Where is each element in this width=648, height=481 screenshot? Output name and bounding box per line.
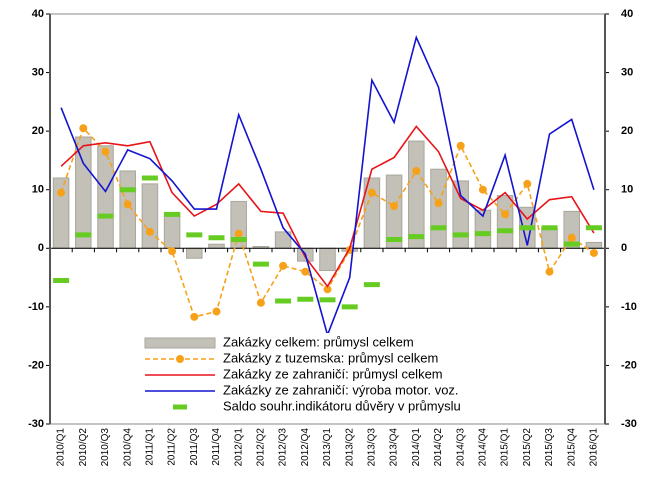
point [434,199,443,208]
point [523,179,532,188]
y-tick-label: -30 [28,418,44,430]
y-tick-label: 0 [38,242,44,254]
y-tick-label: -10 [28,301,44,313]
x-tick-label: 2014/Q3 [455,428,466,467]
point [501,210,510,219]
y2-tick-label: 20 [621,125,633,137]
x-tick-label: 2012/Q2 [256,428,267,467]
bar [319,247,336,272]
x-tick-label: 2013/Q2 [344,428,355,467]
x-tick-label: 2010/Q3 [100,428,111,467]
legend-label: Zakázky celkem: průmysl celkem [223,334,414,349]
x-tick-label: 2013/Q4 [389,428,400,467]
bar [430,168,447,249]
legend-label: Zakázky ze zahraničí: průmysl celkem [223,366,443,381]
bar [52,177,70,249]
y2-tick-label: -10 [621,301,637,313]
bar [186,247,203,259]
point [168,247,177,256]
point [212,307,221,316]
point [589,248,598,257]
legend-label: Zakázky ze zahraničí: výroba motor. voz. [223,382,459,397]
bar [163,212,181,249]
x-tick-label: 2015/Q2 [522,428,533,467]
y2-tick-label: 10 [621,184,633,196]
x-tick-label: 2014/Q1 [411,428,422,467]
point [101,147,110,156]
y2-tick-label: -20 [621,359,637,371]
bar [585,241,603,249]
y-tick-label: -20 [28,359,44,371]
point [123,200,132,209]
bar [541,227,558,249]
legend-marker [176,355,184,363]
x-tick-label: 2010/Q4 [122,428,133,467]
bar [75,136,92,249]
x-tick-label: 2010/Q1 [56,428,67,467]
point [79,124,88,133]
point [279,261,288,270]
point [190,312,199,321]
point [57,188,66,197]
legend-label: Zakázky z tuzemska: průmysl celkem [223,350,438,365]
x-tick-label: 2014/Q4 [478,428,489,467]
x-tick-label: 2013/Q1 [322,428,333,467]
y-tick-label: 40 [32,8,44,20]
x-tick-label: 2012/Q4 [300,428,311,467]
y2-tick-label: -30 [621,418,637,430]
point [412,166,421,175]
point [234,229,243,238]
bar [208,243,225,249]
x-tick-label: 2012/Q1 [233,428,244,467]
x-tick-label: 2016/Q1 [589,428,600,467]
x-tick-label: 2014/Q2 [433,428,444,467]
legend-swatch [144,337,216,349]
bar [141,183,159,249]
x-tick-label: 2011/Q4 [211,428,222,466]
x-tick-label: 2010/Q2 [78,428,89,467]
legend-label: Saldo souhr.indikátoru důvěry v průmyslu [223,398,461,413]
x-tick-label: 2015/Q4 [566,428,577,467]
x-tick-label: 2011/Q2 [167,428,178,466]
bar [408,140,425,249]
point [301,267,310,276]
x-tick-label: 2015/Q1 [500,428,511,467]
x-tick-label: 2011/Q3 [189,428,200,466]
x-tick-label: 2015/Q3 [544,428,555,467]
y2-tick-label: 40 [621,8,633,20]
bar [119,170,136,249]
y2-tick-label: 30 [621,66,633,78]
point [545,267,554,276]
point [367,188,376,197]
point [323,285,332,294]
point [256,298,265,307]
y-tick-label: 20 [32,125,44,137]
y-tick-label: 10 [32,184,44,196]
point [145,227,154,236]
bar [452,180,469,249]
point [567,233,576,242]
point [456,141,465,150]
x-tick-label: 2013/Q3 [367,428,378,467]
x-tick-label: 2011/Q1 [145,428,156,466]
line [60,125,595,288]
point [478,185,487,194]
point [390,202,399,211]
x-tick-label: 2012/Q3 [278,428,289,467]
bar [496,195,514,249]
bar [97,145,114,249]
y-tick-label: 30 [32,66,44,78]
y2-tick-label: 0 [621,242,627,254]
